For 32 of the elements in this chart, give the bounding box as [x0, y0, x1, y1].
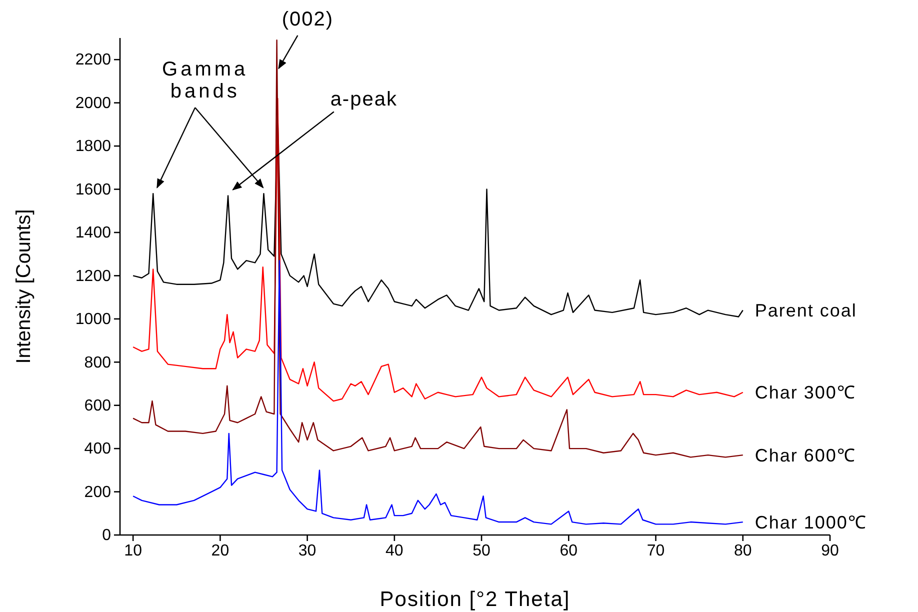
annotation: (002) [282, 8, 334, 30]
y-tick-label: 1800 [75, 138, 112, 156]
y-tick-label: 800 [84, 354, 112, 372]
x-tick-label: 10 [124, 542, 142, 560]
series-label: Char 600℃ [754, 445, 856, 466]
x-tick-label: 90 [821, 542, 839, 560]
series-label: Parent coal [754, 300, 857, 321]
y-tick-label: 1600 [75, 181, 112, 198]
x-tick-label: 40 [386, 542, 404, 560]
series-label: Char 300℃ [754, 382, 856, 403]
y-tick-label: 1200 [75, 268, 112, 285]
annotation: a-peak [330, 88, 398, 111]
annotation: Gamma bands [162, 58, 248, 103]
y-tick-label: 200 [84, 484, 112, 501]
x-axis-title: Position [°2 Theta] [380, 588, 570, 611]
y-tick-label: 400 [84, 440, 112, 458]
x-tick-label: 80 [734, 542, 752, 560]
x-tick-label: 20 [211, 542, 230, 560]
y-tick-label: 1000 [75, 311, 112, 328]
y-tick-label: 1400 [75, 224, 112, 242]
x-tick-label: 60 [560, 542, 578, 560]
line-series [132, 40, 744, 458]
y-axis-title: Intensity [Counts] [13, 209, 35, 364]
x-tick-label: 50 [472, 542, 491, 560]
line-series [132, 260, 744, 525]
y-tick-label: 2200 [75, 52, 112, 69]
y-tick-label: 600 [84, 397, 112, 414]
x-tick-label: 70 [646, 542, 665, 560]
y-tick-label: 0 [102, 527, 112, 544]
x-tick-label: 30 [298, 542, 316, 560]
series-label: Char 1000℃ [754, 512, 867, 532]
y-tick-label: 2000 [75, 94, 112, 112]
